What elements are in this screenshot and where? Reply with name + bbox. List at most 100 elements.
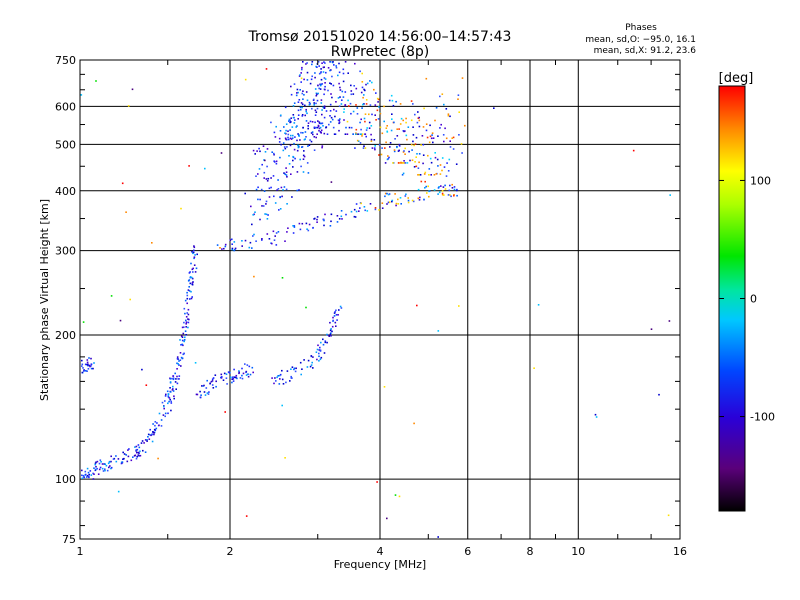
data-point [183, 307, 186, 310]
data-point [286, 203, 288, 205]
data-point [374, 207, 377, 209]
data-point [306, 112, 308, 115]
data-point [449, 146, 452, 148]
data-point [250, 205, 252, 208]
data-point [346, 120, 349, 123]
data-point [313, 149, 316, 151]
data-point [185, 334, 187, 336]
data-point [305, 108, 307, 111]
data-point [320, 99, 323, 101]
data-point [311, 131, 314, 133]
data-point [305, 110, 307, 113]
data-point [303, 150, 305, 152]
data-point [221, 248, 223, 250]
data-point [370, 133, 372, 136]
data-point [174, 381, 177, 383]
data-point [407, 197, 409, 199]
data-point [369, 203, 372, 205]
data-point [187, 318, 189, 320]
data-point [181, 339, 184, 342]
x-tick-label: 1 [77, 545, 84, 558]
data-point [338, 71, 341, 74]
data-point [287, 136, 289, 139]
data-point [427, 154, 429, 157]
data-point [319, 126, 322, 129]
data-point [309, 103, 311, 105]
data-point [411, 159, 414, 161]
data-point [290, 117, 292, 119]
data-point [140, 442, 143, 444]
data-point [323, 107, 326, 109]
data-point [106, 469, 109, 472]
data-point [324, 85, 326, 88]
data-point [425, 185, 427, 188]
data-point [279, 373, 282, 376]
data-point [292, 155, 294, 158]
data-point [112, 458, 115, 460]
data-point [248, 365, 251, 368]
data-point [277, 375, 279, 377]
data-point [348, 126, 351, 129]
data-point [349, 102, 352, 105]
data-point [238, 370, 240, 372]
data-point [301, 146, 303, 148]
data-point [440, 123, 442, 126]
data-point [184, 299, 187, 302]
data-point [286, 370, 289, 372]
data-point [293, 226, 296, 228]
data-point [260, 188, 263, 191]
data-point [289, 144, 292, 147]
data-point [380, 153, 383, 156]
data-point [193, 245, 195, 247]
data-point [265, 178, 268, 180]
data-point [668, 320, 671, 322]
data-point [148, 438, 151, 440]
data-point [368, 127, 371, 129]
data-point [335, 101, 337, 103]
data-point [200, 394, 202, 396]
data-point [416, 121, 419, 124]
data-point [199, 390, 201, 393]
data-point [191, 277, 194, 280]
data-point [315, 111, 318, 113]
data-point [178, 360, 180, 362]
data-point [413, 166, 416, 168]
data-point [267, 177, 270, 180]
data-point [125, 454, 127, 456]
data-point [456, 194, 458, 197]
data-point [650, 328, 653, 330]
data-point [95, 80, 97, 82]
data-point [340, 103, 343, 105]
data-point [376, 481, 378, 483]
data-point [95, 461, 97, 464]
y-axis-label: Stationary phase Virtual Height [km] [38, 199, 51, 401]
data-point [316, 107, 319, 110]
data-point [402, 162, 405, 164]
data-point [294, 136, 296, 138]
data-point [167, 402, 169, 405]
data-point [344, 91, 347, 93]
data-point [234, 248, 236, 251]
data-point [359, 121, 361, 124]
data-point [293, 148, 296, 151]
data-point [296, 149, 299, 152]
data-point [360, 133, 363, 135]
data-point [281, 404, 283, 407]
data-point [329, 115, 331, 117]
data-point [386, 130, 388, 133]
data-point [316, 99, 319, 102]
data-point [210, 380, 213, 383]
data-point [415, 165, 418, 168]
data-point [185, 319, 187, 322]
data-point [223, 372, 226, 375]
data-point [122, 451, 124, 454]
data-point [290, 85, 292, 88]
data-point [414, 113, 416, 116]
data-point [110, 295, 113, 297]
data-point [379, 112, 382, 115]
data-point [300, 72, 302, 74]
data-point [307, 127, 309, 130]
data-point [407, 201, 410, 204]
data-point [324, 82, 326, 84]
data-point [341, 99, 343, 101]
